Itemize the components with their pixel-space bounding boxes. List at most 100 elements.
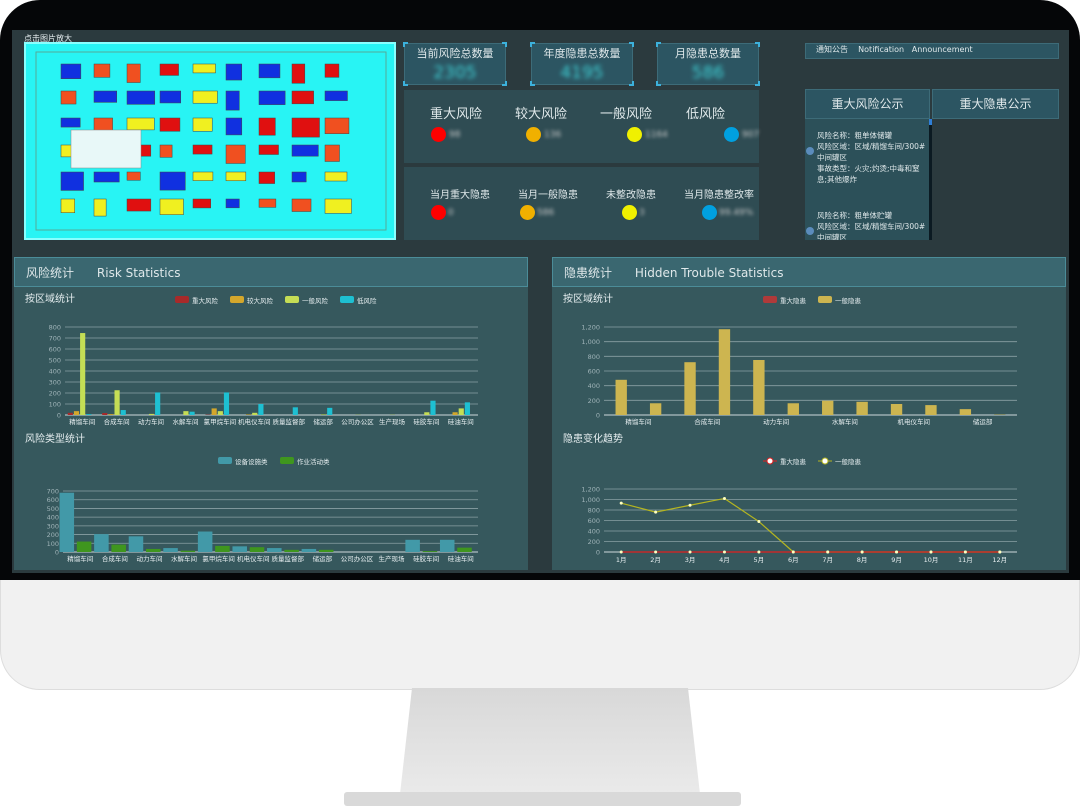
y-tick-label: 100: [47, 540, 59, 548]
bar: [284, 549, 299, 552]
x-tick-label: 质量监督部: [272, 417, 305, 426]
legend-swatch: [218, 457, 232, 464]
risk-statistics-en: Risk Statistics: [96, 266, 181, 280]
risk-level-dot-icon: [431, 127, 446, 142]
y-tick-label: 200: [588, 538, 600, 546]
x-tick-label: 机电仪车间: [238, 417, 271, 426]
corner-decoration: [656, 81, 661, 86]
hidden-statistics-panel: [552, 257, 1066, 570]
legend-label: 一般隐患: [835, 457, 862, 466]
notification-bar[interactable]: 通知公告 Notification Announcement: [805, 43, 1059, 59]
bar: [452, 412, 458, 415]
corner-decoration: [403, 42, 408, 47]
risk-list-item[interactable]: 风险名称：粗单体贮罐 风险区域：区域/精馏车间/300#中间罐区 事故类型：火灾…: [805, 199, 929, 240]
corner-decoration: [530, 42, 535, 47]
x-tick-label: 2月: [650, 556, 661, 564]
x-tick-label: 1月: [616, 556, 627, 564]
bar: [787, 403, 799, 415]
legend-swatch: [280, 457, 294, 464]
stat-card: 当前风险总数量 2305: [403, 42, 507, 86]
hidden-level-value: 586: [537, 208, 555, 218]
legend-swatch: [230, 296, 244, 303]
risk-level-label: 较大风险: [515, 107, 568, 122]
bar: [252, 412, 258, 415]
x-tick-label: 4月: [719, 556, 730, 564]
hidden-level-label: 当月重大隐患: [430, 190, 490, 201]
data-point: [688, 503, 692, 507]
corner-decoration: [629, 42, 634, 47]
risk-area: 风险区域：区域/精馏车间/300#中间罐区: [817, 142, 926, 162]
risk-list-item[interactable]: 风险名称：粗单体储罐 风险区域：区域/精馏车间/300#中间罐区 事故类型：火灾…: [805, 119, 929, 199]
y-tick-label: 1,200: [581, 486, 600, 494]
risk-area: 风险区域：区域/精馏车间/300#中间罐区: [817, 222, 926, 240]
hidden-level-dot-icon: [702, 205, 717, 220]
series-line: [621, 497, 1000, 553]
x-tick-label: 动力车间: [138, 417, 164, 426]
y-tick-label: 700: [47, 488, 59, 496]
y-tick-label: 300: [47, 522, 59, 530]
y-tick-label: 400: [47, 514, 59, 522]
bar: [424, 412, 430, 415]
data-point: [998, 550, 1002, 554]
corner-decoration: [755, 81, 760, 86]
risk-list: 风险名称：粗单体储罐 风险区域：区域/精馏车间/300#中间罐区 事故类型：火灾…: [805, 119, 929, 240]
risk-list-scrollbar[interactable]: [929, 119, 932, 240]
plant-map-image[interactable]: [24, 42, 396, 240]
stat-value: 2305: [433, 63, 477, 83]
x-tick-label: 5月: [754, 556, 765, 564]
x-tick-label: 合成车间: [694, 417, 720, 426]
bar: [148, 413, 155, 415]
bar: [615, 379, 627, 415]
bar: [94, 534, 109, 552]
bar: [318, 549, 334, 552]
bullet-icon: [806, 147, 814, 155]
bar: [327, 407, 333, 415]
hidden-level-value: 99.49%: [719, 208, 754, 218]
y-tick-label: 200: [49, 390, 61, 398]
x-tick-label: 8月: [857, 556, 868, 564]
y-tick-label: 400: [588, 382, 600, 390]
y-tick-label: 0: [596, 549, 600, 557]
data-point: [654, 550, 658, 554]
risk-level-panel: [404, 90, 759, 163]
bar: [292, 407, 298, 415]
data-point: [757, 550, 761, 554]
notice-title: 通知公告: [816, 45, 848, 54]
hidden-level-dot-icon: [622, 205, 637, 220]
data-point: [826, 550, 830, 554]
hidden-statistics-en: Hidden Trouble Statistics: [634, 266, 784, 280]
bar: [458, 408, 464, 415]
bar: [189, 411, 195, 415]
hidden-level-value: 0: [448, 208, 454, 218]
y-tick-label: 800: [588, 507, 600, 515]
bar: [128, 536, 144, 552]
corner-decoration: [530, 81, 535, 86]
x-tick-label: 硅胶车间: [413, 554, 439, 563]
tab-major-hidden[interactable]: 重大隐患公示: [932, 89, 1059, 119]
bar: [120, 410, 126, 415]
data-point: [619, 501, 623, 505]
bar: [856, 401, 868, 415]
data-point: [860, 550, 864, 554]
x-tick-label: 机电仪车间: [898, 417, 931, 426]
bar: [457, 547, 472, 552]
legend-swatch: [175, 296, 189, 303]
bar: [925, 405, 937, 415]
bar: [76, 541, 92, 552]
corner-decoration: [755, 42, 760, 47]
bar: [80, 333, 86, 415]
data-point: [722, 496, 726, 500]
bar: [405, 539, 420, 552]
legend-marker: [821, 457, 829, 465]
legend-swatch: [340, 296, 354, 303]
bar: [86, 414, 92, 415]
hidden-level-dot-icon: [520, 205, 535, 220]
legend-label: 较大风险: [247, 296, 274, 305]
y-tick-label: 1,000: [581, 496, 600, 504]
x-tick-label: 氯甲烷车间: [202, 554, 235, 563]
risk-level-label: 低风险: [686, 107, 726, 122]
tab-major-risk[interactable]: 重大风险公示: [805, 89, 930, 119]
hidden-level-dot-icon: [431, 205, 446, 220]
notice-en2: Announcement: [911, 45, 973, 54]
bar: [215, 545, 230, 552]
